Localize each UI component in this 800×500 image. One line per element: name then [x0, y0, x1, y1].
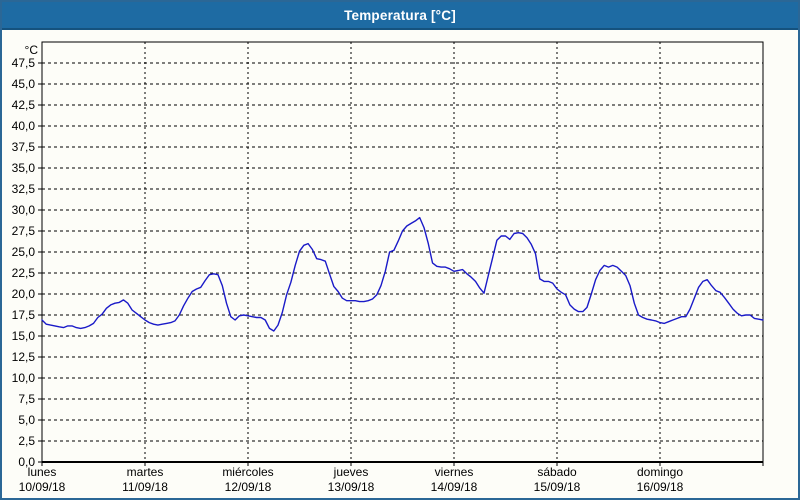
y-tick-label: 2,5: [18, 434, 35, 448]
y-tick-label: 40,0: [12, 119, 36, 133]
day-name-label: martes: [127, 465, 164, 479]
day-name-label: lunes: [28, 465, 57, 479]
y-tick-label: 25,0: [12, 245, 36, 259]
y-tick-label: 45,0: [12, 77, 36, 91]
day-name-label: miércoles: [222, 465, 273, 479]
day-date-label: 10/09/18: [19, 480, 66, 494]
y-axis-unit: °C: [25, 43, 39, 57]
y-tick-label: 12,5: [12, 350, 36, 364]
y-tick-label: 32,5: [12, 182, 36, 196]
y-tick-label: 27,5: [12, 224, 36, 238]
day-date-label: 15/09/18: [534, 480, 581, 494]
day-date-label: 12/09/18: [225, 480, 272, 494]
day-name-label: domingo: [637, 465, 683, 479]
y-tick-label: 7,5: [18, 392, 35, 406]
y-tick-label: 42,5: [12, 98, 36, 112]
chart-title: Temperatura [°C]: [344, 7, 456, 23]
day-date-label: 14/09/18: [431, 480, 478, 494]
y-tick-label: 37,5: [12, 140, 36, 154]
y-tick-label: 0,0: [18, 455, 35, 469]
day-name-label: jueves: [333, 465, 369, 479]
temperature-series-line: [41, 216, 764, 332]
day-date-label: 13/09/18: [328, 480, 375, 494]
y-tick-label: 5,0: [18, 413, 35, 427]
y-tick-label: 47,5: [12, 56, 36, 70]
y-tick-label: 15,0: [12, 329, 36, 343]
y-tick-label: 17,5: [12, 308, 36, 322]
day-date-label: 11/09/18: [122, 480, 168, 494]
y-tick-label: 20,0: [12, 287, 36, 301]
title-bar: Temperatura [°C]: [2, 2, 798, 30]
day-name-label: viernes: [435, 465, 474, 479]
y-tick-label: 35,0: [12, 161, 36, 175]
y-tick-label: 22,5: [12, 266, 36, 280]
day-name-label: sábado: [537, 465, 577, 479]
day-date-label: 16/09/18: [637, 480, 684, 494]
y-tick-label: 10,0: [12, 371, 36, 385]
y-tick-label: 30,0: [12, 203, 36, 217]
